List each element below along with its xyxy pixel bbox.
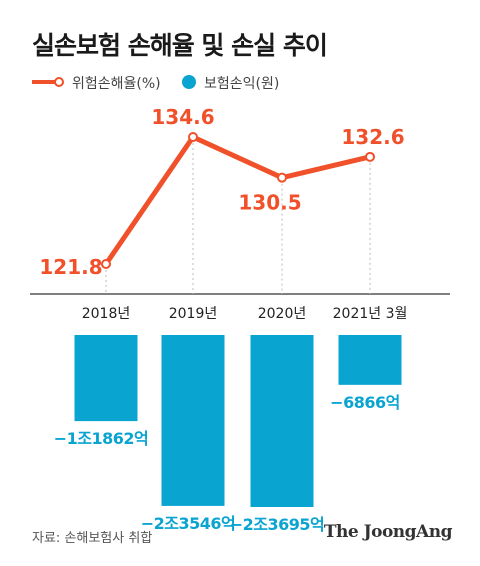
source-note: 자료: 손해보험사 취합: [32, 531, 153, 546]
x-tick-label: 2020년: [258, 306, 307, 322]
line-point: [101, 259, 111, 269]
x-tick-label: 2019년: [169, 306, 218, 322]
loss-ratio-line: [103, 134, 373, 267]
bar-value-label: −2조3546억: [141, 514, 236, 533]
legend-bar-dot-icon: [182, 75, 196, 89]
line-value-label: 121.8: [39, 255, 102, 279]
line-value-label: 132.6: [341, 125, 404, 149]
bar-value-label: −6866억: [330, 393, 400, 412]
legend-line-label: 위험손해율(%): [72, 76, 161, 92]
line-point: [188, 132, 198, 142]
x-tick-label: 2021년 3월: [333, 306, 408, 322]
chart-title: 실손보험 손해율 및 손실 추이: [32, 31, 328, 60]
line-value-label: 130.5: [238, 191, 301, 215]
line-point: [365, 151, 375, 162]
brand-logo: The JoongAng: [323, 522, 453, 542]
bar: [250, 335, 314, 507]
bar: [161, 335, 225, 506]
bar-value-label: −2조3695억: [230, 515, 325, 534]
line-value-label: 134.6: [151, 105, 214, 129]
line-point: [277, 172, 287, 183]
bar: [338, 335, 402, 385]
legend-line-marker-icon: [32, 77, 64, 87]
bar-value-label: −1조1862억: [54, 429, 149, 448]
x-tick-label: 2018년: [82, 306, 131, 322]
bar: [74, 335, 138, 422]
legend-bar-label: 보험손익(원): [204, 76, 280, 92]
